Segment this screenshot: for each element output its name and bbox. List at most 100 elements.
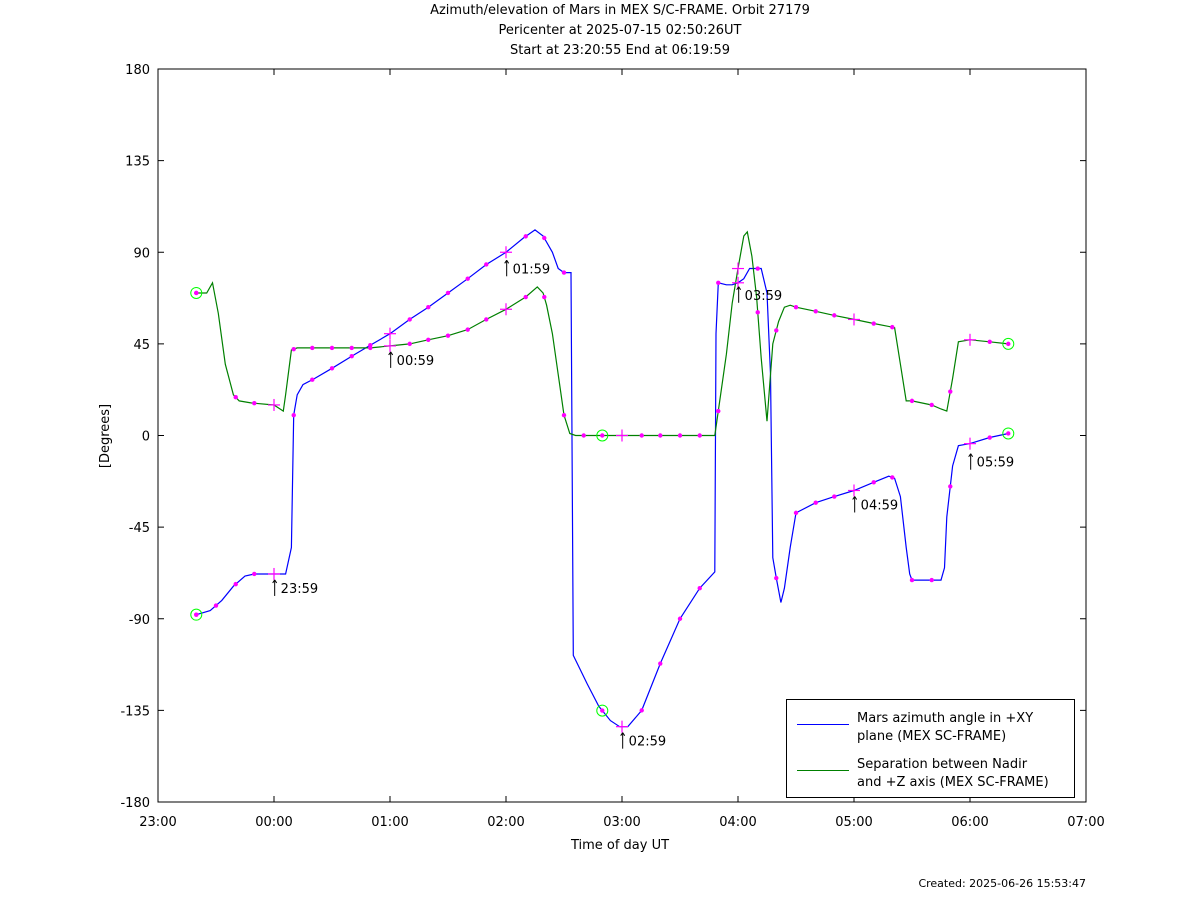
data-point-marker [252, 401, 257, 406]
x-tick-label: 06:00 [951, 815, 988, 830]
data-point-marker [310, 377, 315, 382]
time-annotation-label: 00:59 [397, 354, 434, 369]
data-point-marker [658, 661, 663, 666]
data-point-marker [832, 313, 837, 318]
data-point-marker [561, 270, 567, 275]
data-point-marker [948, 484, 953, 489]
x-tick-label: 23:00 [139, 815, 176, 830]
data-point-marker [948, 389, 953, 394]
chart-title: Azimuth/elevation of Mars in MEX S/C-FRA… [430, 3, 810, 18]
legend-swatch-separation [797, 770, 849, 771]
data-point-marker [465, 276, 470, 281]
data-point-marker [658, 433, 663, 438]
data-point-marker [581, 433, 586, 438]
annotation-pointer-head [852, 496, 856, 500]
data-point-marker [697, 433, 702, 438]
time-annotation-label: 02:59 [629, 735, 666, 750]
y-tick-label: -90 [129, 613, 150, 628]
endpoint-center-marker [600, 708, 605, 713]
annotation-pointer-head [272, 579, 276, 584]
data-point-marker [523, 234, 528, 239]
y-tick-label: 180 [125, 63, 150, 78]
y-tick-label: 135 [125, 155, 150, 170]
time-annotation-label: 04:59 [861, 498, 898, 513]
series-lines [196, 229, 1009, 728]
annotation-pointer-head [854, 496, 858, 500]
data-point-marker [774, 575, 779, 581]
data-point-marker [349, 345, 354, 351]
data-point-marker [523, 294, 528, 300]
time-annotation-label: 23:59 [281, 582, 318, 597]
annotation-pointer-head [274, 579, 278, 584]
annotation-pointer-head [970, 453, 974, 457]
data-point-marker [697, 586, 702, 591]
x-tick-label: 02:00 [487, 815, 524, 830]
data-point-marker [871, 480, 876, 485]
time-annotation-label: 05:59 [977, 456, 1014, 471]
y-tick-label: -180 [120, 796, 150, 811]
endpoint-circle-marker [596, 704, 609, 717]
data-point-marker [639, 708, 644, 713]
legend-item-separation: Separation between Nadir and +Z axis (ME… [787, 748, 1074, 792]
legend-item-azimuth: Mars azimuth angle in +XY plane (MEX SC-… [787, 702, 1074, 746]
data-point-marker [310, 345, 315, 351]
data-point-marker [484, 317, 489, 322]
data-point-marker [349, 353, 354, 359]
data-point-marker [542, 235, 547, 241]
data-point-marker [677, 616, 683, 621]
annotation-layer: 23:59 00:59 01:59 02:59 03:59 04:59 05:59 [272, 260, 1014, 750]
legend-label-separation-line2: and +Z axis (MEX SC-FRAME) [857, 775, 1049, 790]
y-axis-label: [Degrees] [98, 404, 113, 468]
data-point-marker [445, 333, 451, 338]
legend-label-separation: Separation between Nadir and +Z axis (ME… [857, 756, 1049, 792]
x-tick-label: 00:00 [255, 815, 292, 830]
annotation-pointer-head [736, 286, 740, 291]
annotation-pointer-head [738, 286, 742, 291]
data-point-marker [871, 321, 876, 326]
legend-label-azimuth: Mars azimuth angle in +XY plane (MEX SC-… [857, 710, 1033, 746]
y-tick-label: -45 [129, 521, 150, 536]
data-point-marker [716, 280, 721, 285]
annotation-pointer-head [506, 260, 510, 264]
annotation-pointer-head [968, 453, 972, 457]
chart-subtitle-startend: Start at 23:20:55 End at 06:19:59 [509, 43, 731, 58]
marker-layer [190, 234, 1015, 733]
legend-label-separation-line1: Separation between Nadir [857, 757, 1028, 772]
data-point-marker [793, 305, 799, 310]
data-point-marker [445, 290, 451, 296]
data-point-marker [832, 494, 837, 499]
endpoint-circle-marker [1002, 337, 1015, 350]
separation-series-line [196, 230, 1009, 437]
data-point-marker [465, 327, 470, 332]
data-point-marker [774, 328, 779, 333]
data-point-marker [929, 577, 934, 583]
x-tick-label: 05:00 [835, 815, 872, 830]
data-point-marker [677, 433, 683, 438]
endpoint-circle-marker [190, 608, 203, 621]
data-point-marker [890, 324, 895, 330]
data-point-marker [987, 339, 992, 345]
chart-subtitle-pericenter: Pericenter at 2025-07-15 02:50:26UT [498, 23, 742, 38]
data-point-marker [426, 305, 431, 310]
data-point-marker [291, 346, 296, 352]
data-point-marker [426, 337, 431, 343]
endpoint-center-marker [1006, 341, 1011, 347]
endpoint-circle-marker [190, 286, 203, 299]
legend-label-azimuth-line1: Mars azimuth angle in +XY [857, 711, 1034, 726]
data-point-marker [716, 408, 721, 414]
data-point-marker [909, 398, 915, 404]
data-point-marker [329, 345, 335, 351]
time-annotation-label: 03:59 [745, 289, 782, 304]
data-point-marker [755, 266, 760, 271]
x-tick-label: 01:00 [371, 815, 408, 830]
data-point-marker [213, 603, 219, 608]
created-timestamp: Created: 2025-06-26 15:53:47 [918, 877, 1086, 890]
data-point-marker [407, 317, 412, 322]
data-point-marker [291, 412, 296, 418]
data-point-marker [987, 435, 992, 440]
endpoint-center-marker [194, 612, 199, 617]
annotation-pointer-head [388, 351, 392, 356]
data-point-marker [329, 366, 335, 371]
data-point-marker [561, 412, 567, 418]
data-point-marker [233, 395, 238, 400]
